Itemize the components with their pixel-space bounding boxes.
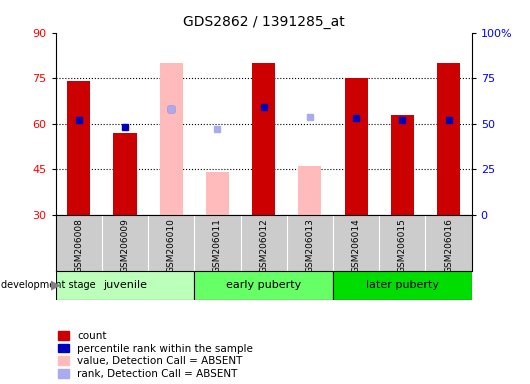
Text: GSM206011: GSM206011 <box>213 218 222 273</box>
Bar <box>160 63 183 215</box>
Legend: count, percentile rank within the sample, value, Detection Call = ABSENT, rank, : count, percentile rank within the sample… <box>58 331 253 379</box>
Bar <box>195 271 333 300</box>
Text: GSM206014: GSM206014 <box>351 218 360 273</box>
Bar <box>333 271 472 300</box>
Bar <box>56 271 195 300</box>
Text: GSM206013: GSM206013 <box>305 218 314 273</box>
Text: GSM206009: GSM206009 <box>120 218 129 273</box>
Title: GDS2862 / 1391285_at: GDS2862 / 1391285_at <box>183 15 344 29</box>
Text: ▶: ▶ <box>51 279 61 291</box>
Bar <box>206 172 229 215</box>
Text: early puberty: early puberty <box>226 280 301 290</box>
Bar <box>391 115 414 215</box>
Text: juvenile: juvenile <box>103 280 147 290</box>
Bar <box>344 78 368 215</box>
Bar <box>252 63 275 215</box>
Bar <box>437 63 460 215</box>
Text: GSM206012: GSM206012 <box>259 218 268 273</box>
Text: GSM206010: GSM206010 <box>167 218 176 273</box>
Bar <box>298 166 322 215</box>
Text: later puberty: later puberty <box>366 280 439 290</box>
Bar <box>113 133 137 215</box>
Text: GSM206015: GSM206015 <box>398 218 407 273</box>
Text: GSM206008: GSM206008 <box>74 218 83 273</box>
Bar <box>67 81 90 215</box>
Text: GSM206016: GSM206016 <box>444 218 453 273</box>
Text: development stage: development stage <box>1 280 96 290</box>
